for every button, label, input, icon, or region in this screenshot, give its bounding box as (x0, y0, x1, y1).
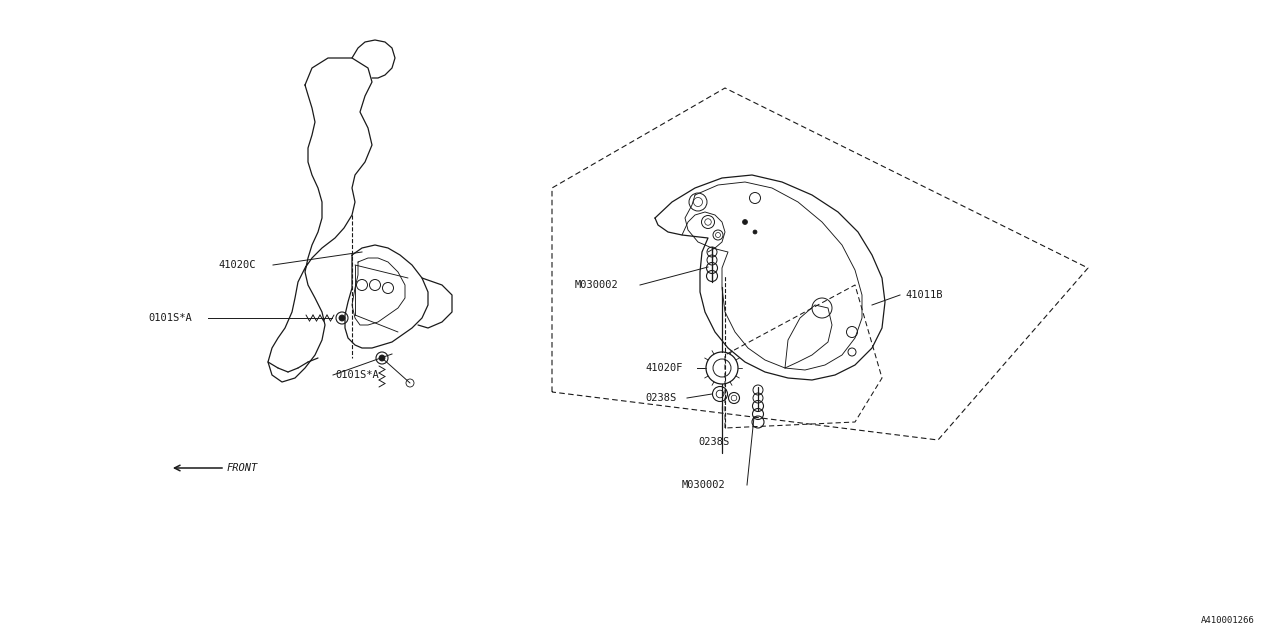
Text: 0101S*A: 0101S*A (335, 370, 379, 380)
Text: M030002: M030002 (575, 280, 618, 290)
Text: M030002: M030002 (682, 480, 726, 490)
Text: 0238S: 0238S (698, 437, 730, 447)
Text: 41020F: 41020F (645, 363, 682, 373)
Text: 41020C: 41020C (218, 260, 256, 270)
Text: 0238S: 0238S (645, 393, 676, 403)
Text: FRONT: FRONT (227, 463, 259, 473)
Text: A410001266: A410001266 (1201, 616, 1254, 625)
Circle shape (742, 220, 748, 225)
Circle shape (339, 315, 346, 321)
Circle shape (379, 355, 385, 361)
Text: 41011B: 41011B (905, 290, 942, 300)
Circle shape (753, 230, 756, 234)
Text: 0101S*A: 0101S*A (148, 313, 192, 323)
